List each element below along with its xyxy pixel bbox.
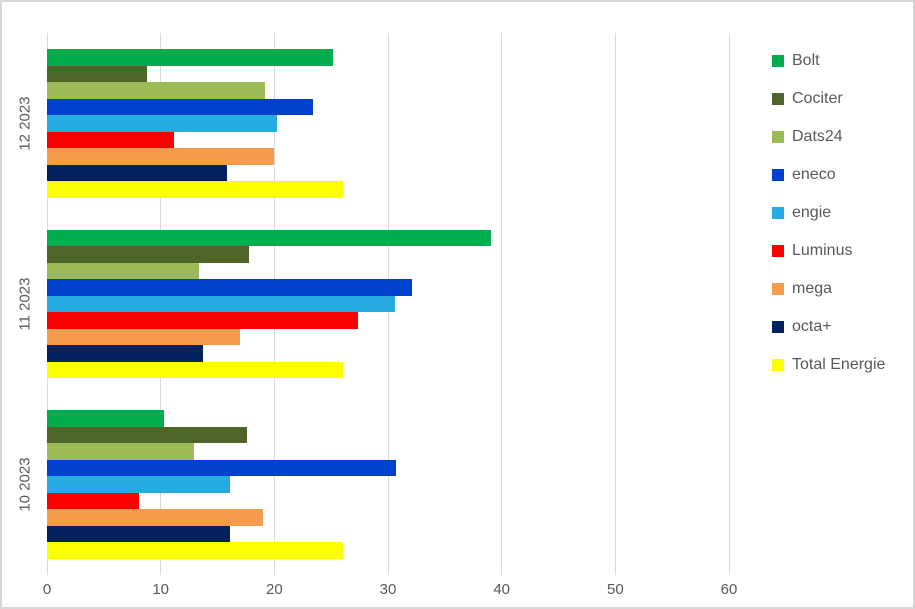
gridline [614, 33, 616, 575]
x-axis-tick-label: 20 [265, 581, 283, 598]
legend-swatch-icon [772, 54, 784, 67]
bar-cociter [47, 246, 250, 263]
bar-mega [47, 509, 263, 526]
legend-label: eneco [792, 165, 836, 183]
bar-engie [47, 295, 395, 313]
legend-item-eneco: eneco [772, 166, 885, 183]
bar-bolt [47, 229, 492, 247]
legend-item-mega: mega [772, 280, 885, 297]
bar-engie [47, 476, 230, 493]
legend-label: Bolt [792, 51, 820, 69]
legend-item-engie: engie [772, 204, 885, 221]
legend-swatch-icon [772, 320, 784, 333]
legend-label: engie [792, 203, 832, 221]
legend-swatch-icon [772, 168, 784, 181]
x-axis-tick-label: 50 [606, 581, 624, 598]
bar-total-energie [47, 542, 343, 559]
bar-octa+ [47, 345, 203, 362]
bar-cociter [47, 426, 248, 444]
bar-octa+ [47, 164, 227, 182]
bar-luminus [47, 131, 175, 149]
legend-item-bolt: Bolt [772, 52, 885, 69]
x-axis-tick-label: 30 [379, 581, 397, 598]
y-axis-category-label: 10 2023 [16, 457, 34, 512]
bar-engie [47, 115, 277, 132]
bar-eneco [47, 279, 412, 296]
legend-swatch-icon [772, 244, 784, 257]
legend-item-luminus: Luminus [772, 242, 885, 259]
bar-eneco [47, 98, 313, 116]
bar-dats24 [47, 82, 266, 99]
bar-octa+ [47, 525, 230, 543]
bar-total-energie [47, 361, 343, 379]
y-axis-category-label: 11 2023 [16, 277, 34, 331]
x-axis-tick-label: 40 [493, 581, 510, 598]
bar-total-energie [47, 181, 343, 198]
gridline [501, 33, 503, 575]
legend: Bolt Cociter Dats24 eneco engie Luminus mega oc… [772, 52, 885, 373]
x-axis-tick-label: 10 [152, 581, 169, 598]
x-axis-tick-label: 0 [42, 581, 52, 598]
bar-dats24 [47, 262, 200, 280]
legend-item-octa+: octa+ [772, 318, 885, 335]
x-axis-tick-label: 60 [720, 581, 738, 598]
legend-swatch-icon [772, 358, 784, 371]
legend-swatch-icon [772, 282, 784, 295]
bar-mega [47, 148, 275, 165]
plot-area [46, 33, 730, 575]
legend-label: Total Energie [792, 355, 886, 373]
legend-label: Dats24 [792, 127, 843, 145]
legend-label: mega [792, 279, 833, 297]
legend-label: Luminus [792, 241, 853, 259]
y-axis-category-label: 12 2023 [16, 96, 34, 151]
legend-item-total-energie: Total Energie [772, 356, 885, 373]
legend-item-cociter: Cociter [772, 90, 885, 107]
bar-luminus [47, 492, 140, 510]
legend-swatch-icon [772, 130, 784, 143]
bar-cociter [47, 65, 148, 83]
legend-label: Cociter [792, 89, 843, 107]
legend-swatch-icon [772, 206, 784, 219]
bar-bolt [47, 410, 165, 427]
bar-bolt [47, 49, 334, 66]
bar-luminus [47, 312, 359, 329]
legend-swatch-icon [772, 92, 784, 105]
gridline [728, 33, 730, 575]
bar-mega [47, 328, 241, 346]
bar-dats24 [47, 443, 194, 460]
legend-item-dats24: Dats24 [772, 128, 885, 145]
bar-eneco [47, 459, 396, 477]
legend-label: octa+ [792, 317, 832, 335]
